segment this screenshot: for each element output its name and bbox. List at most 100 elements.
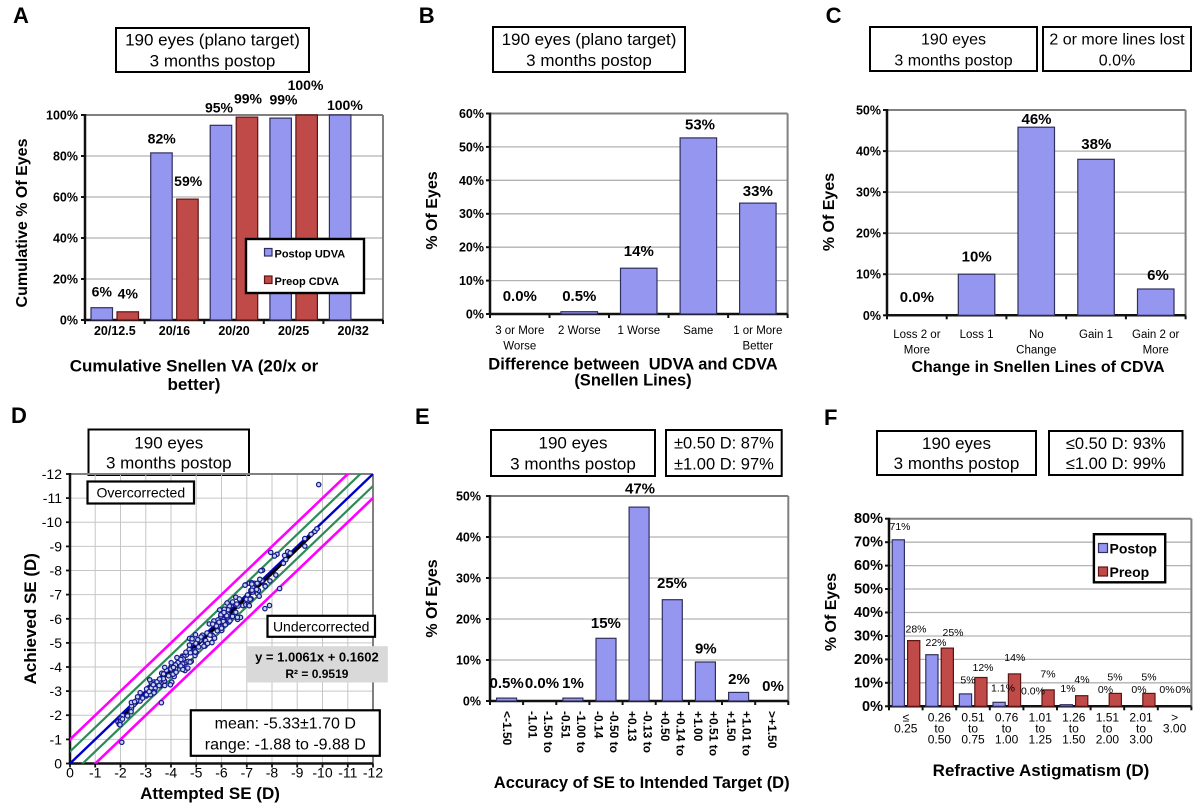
svg-text:-12: -12 bbox=[42, 466, 62, 482]
svg-text:0.51: 0.51 bbox=[961, 711, 985, 725]
svg-text:>+1.50: >+1.50 bbox=[765, 711, 779, 749]
svg-text:B: B bbox=[419, 3, 435, 28]
svg-text:Gain 1: Gain 1 bbox=[1079, 329, 1113, 341]
svg-text:2.01: 2.01 bbox=[1129, 711, 1153, 725]
svg-text:A: A bbox=[13, 3, 29, 28]
svg-text:99%: 99% bbox=[269, 92, 298, 108]
svg-text:25%: 25% bbox=[942, 627, 963, 639]
svg-text:6%: 6% bbox=[1147, 267, 1169, 284]
svg-text:Attempted SE (D): Attempted SE (D) bbox=[140, 784, 280, 803]
svg-text:Undercorrected: Undercorrected bbox=[273, 618, 370, 634]
svg-text:Change in Snellen Lines of CDV: Change in Snellen Lines of CDVA bbox=[911, 359, 1165, 376]
svg-text:6%: 6% bbox=[92, 284, 113, 300]
svg-text:0.50: 0.50 bbox=[928, 733, 952, 747]
svg-text:Cumulative % Of Eyes: Cumulative % Of Eyes bbox=[14, 138, 31, 307]
svg-text:-0.14: -0.14 bbox=[592, 711, 606, 739]
svg-text:-9: -9 bbox=[50, 538, 63, 554]
svg-text:60%: 60% bbox=[53, 191, 78, 205]
svg-text:Postop: Postop bbox=[1110, 541, 1157, 557]
svg-text:% Of Eyes: % Of Eyes bbox=[823, 573, 840, 651]
svg-text:-1.50 to: -1.50 to bbox=[541, 711, 555, 753]
svg-text:70%: 70% bbox=[854, 535, 883, 551]
svg-text:0%: 0% bbox=[863, 309, 881, 323]
svg-text:% Of Eyes: % Of Eyes bbox=[424, 559, 441, 637]
svg-text:0: 0 bbox=[54, 756, 62, 772]
svg-text:Preop CDVA: Preop CDVA bbox=[275, 276, 340, 288]
svg-text:D: D bbox=[11, 403, 27, 428]
svg-text:±0.50 D: 87%: ±0.50 D: 87% bbox=[674, 434, 774, 452]
svg-text:3.00: 3.00 bbox=[1163, 722, 1187, 736]
svg-text:-9: -9 bbox=[291, 765, 304, 781]
svg-text:0%: 0% bbox=[466, 308, 484, 322]
svg-text:-8: -8 bbox=[266, 765, 279, 781]
svg-text:-11: -11 bbox=[43, 490, 62, 506]
svg-text:80%: 80% bbox=[854, 511, 883, 527]
svg-text:-0.50 to: -0.50 to bbox=[607, 711, 621, 753]
svg-text:4%: 4% bbox=[1074, 674, 1089, 686]
svg-text:20/16: 20/16 bbox=[159, 324, 190, 338]
svg-text:40%: 40% bbox=[53, 232, 78, 246]
svg-text:10%: 10% bbox=[962, 249, 992, 266]
svg-text:20/12.5: 20/12.5 bbox=[94, 324, 136, 338]
svg-text:4%: 4% bbox=[118, 286, 139, 302]
svg-text:+0.14 to: +0.14 to bbox=[673, 711, 687, 756]
svg-text:0.75: 0.75 bbox=[961, 733, 985, 747]
svg-text:0.0%: 0.0% bbox=[503, 288, 537, 305]
svg-text:50%: 50% bbox=[456, 490, 481, 504]
svg-text:5%: 5% bbox=[960, 675, 975, 687]
svg-text:to: to bbox=[1035, 722, 1045, 736]
svg-text:60%: 60% bbox=[854, 558, 883, 574]
svg-text:0%: 0% bbox=[1175, 684, 1190, 696]
svg-text:-3: -3 bbox=[50, 683, 63, 699]
svg-text:0%: 0% bbox=[762, 678, 784, 695]
svg-text:0.76: 0.76 bbox=[995, 711, 1019, 725]
svg-text:99%: 99% bbox=[234, 91, 263, 107]
svg-text:190 eyes: 190 eyes bbox=[921, 31, 986, 48]
svg-text:71%: 71% bbox=[889, 521, 910, 533]
svg-text:Better: Better bbox=[742, 341, 773, 353]
svg-text:40%: 40% bbox=[459, 174, 484, 188]
svg-text:3 months postop: 3 months postop bbox=[106, 453, 232, 472]
svg-text:53%: 53% bbox=[685, 117, 715, 134]
svg-text:+1.00: +1.00 bbox=[691, 711, 705, 742]
svg-text:20/32: 20/32 bbox=[338, 324, 369, 338]
svg-text:Overcorrected: Overcorrected bbox=[96, 485, 185, 501]
svg-text:More: More bbox=[904, 345, 930, 357]
svg-text:0%: 0% bbox=[1159, 684, 1174, 696]
svg-text:-1: -1 bbox=[50, 731, 63, 747]
svg-text:33%: 33% bbox=[743, 183, 773, 200]
svg-text:2 Worse: 2 Worse bbox=[558, 325, 601, 337]
svg-text:10%: 10% bbox=[456, 654, 481, 668]
svg-text:7%: 7% bbox=[1040, 669, 1055, 681]
svg-text:30%: 30% bbox=[456, 572, 481, 586]
svg-text:1.50: 1.50 bbox=[1062, 733, 1086, 747]
svg-text:to: to bbox=[1136, 722, 1146, 736]
svg-text:10%: 10% bbox=[856, 268, 881, 282]
svg-text:Change: Change bbox=[1016, 345, 1056, 357]
svg-text:190 eyes: 190 eyes bbox=[922, 434, 991, 453]
svg-text:46%: 46% bbox=[1021, 111, 1051, 128]
svg-text:9%: 9% bbox=[695, 640, 717, 657]
svg-text:12%: 12% bbox=[972, 662, 993, 674]
svg-text:1.01: 1.01 bbox=[1029, 711, 1053, 725]
svg-text:-8: -8 bbox=[50, 563, 63, 579]
svg-text:Difference between UDVA and C: Difference between UDVA and CDVA bbox=[488, 356, 777, 374]
svg-text:40%: 40% bbox=[854, 605, 883, 621]
svg-text:1.26: 1.26 bbox=[1062, 711, 1086, 725]
svg-text:+0.50: +0.50 bbox=[658, 711, 672, 742]
svg-text:60%: 60% bbox=[459, 107, 484, 121]
svg-text:Postop UDVA: Postop UDVA bbox=[275, 248, 346, 260]
svg-text:59%: 59% bbox=[174, 173, 203, 189]
svg-text:<-1.50: <-1.50 bbox=[500, 711, 514, 746]
svg-text:190 eyes (plano target): 190 eyes (plano target) bbox=[502, 30, 677, 49]
svg-text:-1: -1 bbox=[89, 765, 102, 781]
svg-text:0.5%: 0.5% bbox=[489, 675, 523, 692]
svg-text:95%: 95% bbox=[205, 100, 234, 116]
svg-text:0%: 0% bbox=[862, 699, 883, 715]
svg-text:47%: 47% bbox=[625, 481, 655, 498]
svg-text:-2: -2 bbox=[114, 765, 127, 781]
svg-text:100%: 100% bbox=[327, 97, 363, 113]
svg-text:0.0%: 0.0% bbox=[1021, 686, 1045, 698]
svg-text:to: to bbox=[1002, 722, 1012, 736]
svg-text:0%: 0% bbox=[1131, 684, 1146, 696]
